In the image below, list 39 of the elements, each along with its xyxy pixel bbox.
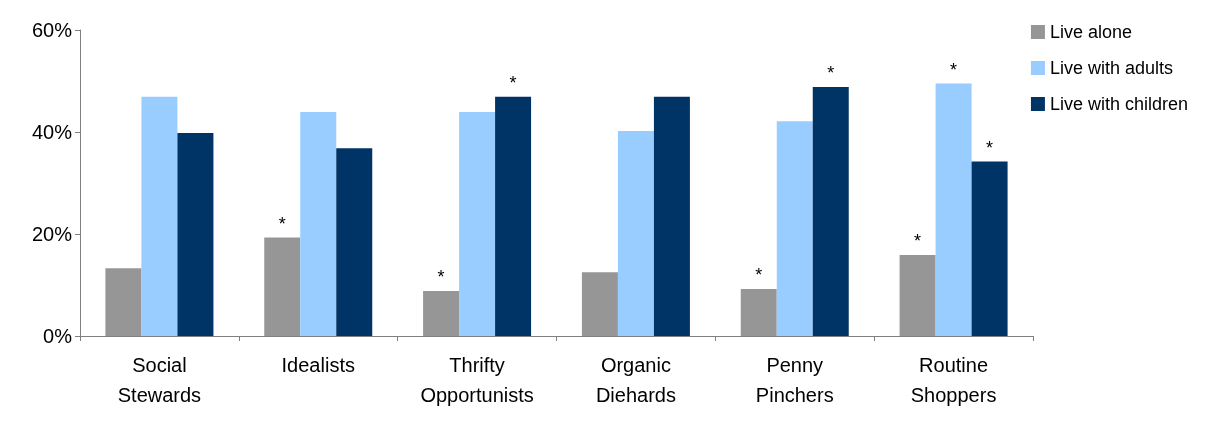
- bar: [177, 133, 214, 336]
- data-label: *: [914, 230, 922, 251]
- bar: [105, 268, 142, 336]
- bar: [581, 272, 618, 336]
- bar: [300, 112, 337, 336]
- x-tick-label: Thrifty Opportunists: [420, 354, 534, 406]
- bar: [336, 148, 373, 336]
- x-tick-label: Routine Shoppers: [910, 354, 997, 406]
- data-label: *: [827, 63, 835, 84]
- bar: [812, 87, 849, 336]
- bar: [776, 121, 813, 336]
- data-label: *: [509, 72, 517, 93]
- data-label: *: [278, 213, 286, 234]
- bar: [971, 161, 1008, 336]
- bar: [459, 112, 496, 336]
- x-tick-label: Organic Diehards: [595, 354, 676, 406]
- bar: [495, 96, 532, 336]
- bar: [423, 291, 460, 336]
- data-label: *: [755, 265, 763, 286]
- legend-label: Live alone: [1049, 22, 1133, 42]
- x-tick-label: Social Stewards: [117, 354, 202, 406]
- bar: [899, 254, 936, 336]
- legend-label: Live with adults: [1049, 58, 1174, 78]
- data-label: *: [950, 59, 958, 80]
- legend-label: Live with children: [1049, 94, 1189, 114]
- y-tick-label: 20%: [31, 223, 73, 245]
- y-tick-label: 60%: [31, 19, 73, 41]
- x-tick-label: Idealists: [281, 354, 355, 376]
- y-tick-label: 0%: [43, 325, 73, 347]
- data-label: *: [986, 137, 994, 158]
- bar: [264, 237, 301, 336]
- bar: [141, 96, 178, 336]
- bar: [653, 96, 690, 336]
- y-tick-label: 40%: [31, 121, 73, 143]
- bar: [740, 289, 777, 336]
- bar: [617, 130, 654, 336]
- bar: [935, 83, 972, 336]
- x-tick-label: Penny Pinchers: [755, 354, 834, 406]
- data-label: *: [437, 267, 445, 288]
